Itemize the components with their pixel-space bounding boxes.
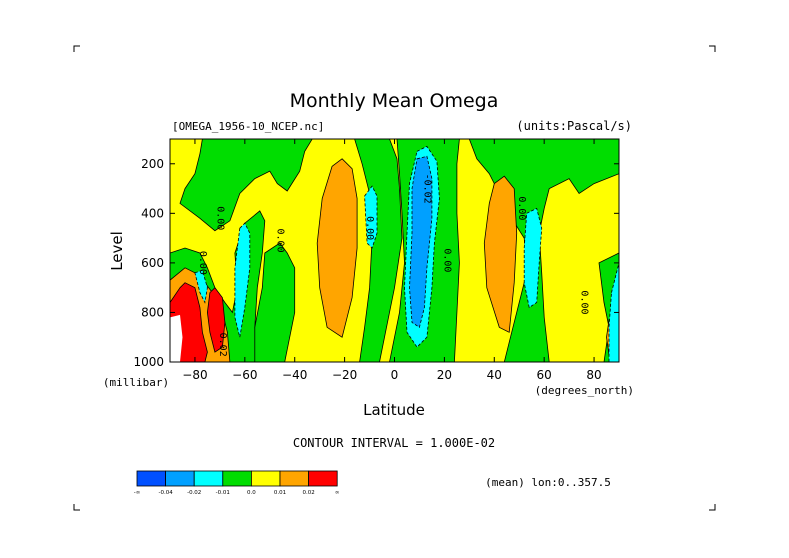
colorbar-swatch	[193, 470, 224, 487]
plot-area: 0.00 0.00 0.00 0.00 0.00 -0.02 0.00 0.00 0.02 −80…	[133, 138, 620, 382]
colorbar-label: 0.01	[274, 490, 286, 496]
x-tick-label: −20	[332, 368, 357, 382]
x-tick-label: 0	[391, 368, 399, 382]
y-tick-label: 200	[141, 157, 164, 171]
cyan-sh-midlat	[364, 185, 378, 249]
cyan-south-tropics	[194, 269, 208, 304]
y-tick-label: 800	[141, 305, 164, 319]
colorbar-label: -0.04	[158, 490, 173, 496]
green-band-midlat-south	[254, 242, 296, 362]
mean-label: (mean) lon:0..357.5	[485, 476, 611, 489]
x-tick-label: 40	[487, 368, 502, 382]
contour-label: 0.00	[364, 216, 375, 240]
crop-marks	[73, 45, 716, 511]
colorbar-label: 0.0	[247, 490, 256, 496]
colorbar-swatch	[279, 470, 310, 487]
chart-title: Monthly Mean Omega	[290, 90, 499, 112]
colorbar-swatch	[308, 470, 338, 487]
file-label: [OMEGA_1956-10_NCEP.nc]	[172, 120, 324, 133]
contour-label: 0.00	[274, 229, 285, 253]
colorbar: -∞ -0.04 -0.02 -0.01 0.0 0.01 0.02 ∞	[134, 470, 340, 496]
contour-interval-label: CONTOUR INTERVAL = 1.000E-02	[293, 436, 495, 450]
colorbar-swatch	[136, 470, 167, 487]
red-antarctic	[206, 287, 226, 353]
x-axis-label: Latitude	[363, 401, 425, 419]
colorbar-label: -∞	[134, 490, 141, 496]
x-tick-label: −80	[182, 368, 207, 382]
colorbar-label: ∞	[335, 490, 340, 496]
colorbar-label: -0.01	[216, 490, 230, 496]
contour-label: 0.00	[214, 206, 225, 230]
cyan-nh-midlat	[523, 207, 543, 309]
colorbar-swatch	[250, 470, 281, 487]
x-tick-label: −40	[282, 368, 307, 382]
colorbar-label: 0.02	[302, 490, 314, 496]
x-axis-unit: (degrees_north)	[535, 384, 634, 397]
y-axis-unit: (millibar)	[103, 376, 169, 389]
contour-label: 0.00	[579, 290, 590, 314]
missing-data	[170, 314, 183, 362]
y-tick-label: 400	[141, 206, 164, 220]
contour-label: 0.02	[217, 333, 228, 357]
orange-ascent-north-subtropics	[483, 175, 518, 333]
contour-label: 0.00	[516, 196, 527, 220]
colorbar-swatch	[222, 470, 252, 487]
y-tick-label: 1000	[133, 355, 164, 369]
green-band-west-polar	[170, 139, 313, 253]
blue-itcz-core	[409, 155, 433, 328]
contour-label: -0.02	[421, 174, 432, 204]
orange-ascent-south-subtropics	[316, 158, 358, 338]
cyan-antarctic	[234, 222, 251, 338]
units-label: (units:Pascal/s)	[516, 119, 632, 133]
contour-label: 0.00	[441, 248, 452, 272]
colorbar-swatch	[165, 470, 195, 487]
y-tick-label: 600	[141, 256, 164, 270]
x-tick-label: 20	[437, 368, 452, 382]
x-tick-label: −60	[232, 368, 257, 382]
contour-label: 0.00	[197, 251, 208, 275]
contour-fields: 0.00 0.00 0.00 0.00 0.00 -0.02 0.00 0.00 0.02	[170, 139, 619, 362]
y-axis-label: Level	[108, 231, 126, 271]
x-tick-label: 80	[586, 368, 601, 382]
colorbar-label: -0.02	[187, 490, 201, 496]
x-tick-label: 60	[537, 368, 552, 382]
